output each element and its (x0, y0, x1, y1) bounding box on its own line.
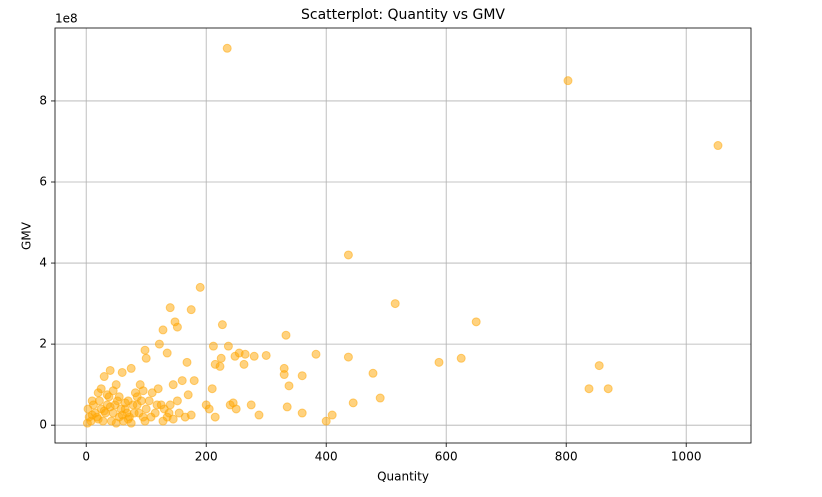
y-tick-label: 2 (39, 337, 47, 351)
point (164, 408, 174, 418)
point (165, 303, 175, 313)
point (563, 76, 573, 86)
x-tick-label: 0 (82, 450, 90, 464)
y-offset-label: 1e8 (55, 12, 78, 26)
point (713, 141, 723, 151)
point (471, 317, 481, 327)
point (297, 408, 307, 418)
point (172, 322, 182, 332)
point (207, 384, 217, 394)
point (117, 367, 127, 377)
point (343, 352, 353, 362)
point (144, 396, 154, 406)
point (154, 339, 164, 349)
point (138, 386, 148, 396)
point (94, 396, 104, 406)
point (204, 404, 214, 414)
point (99, 372, 109, 382)
point (261, 350, 271, 360)
point (281, 330, 291, 340)
point (105, 365, 115, 375)
point (434, 357, 444, 367)
point (217, 320, 227, 330)
point (108, 386, 118, 396)
point (132, 392, 142, 402)
point (172, 396, 182, 406)
point (456, 353, 466, 363)
y-tick-label: 8 (39, 93, 47, 107)
point (327, 410, 337, 420)
point (240, 349, 250, 359)
point (195, 282, 205, 292)
x-tick-label: 1000 (671, 450, 702, 464)
point (594, 361, 604, 371)
point (141, 404, 151, 414)
point (210, 412, 220, 422)
point (96, 384, 106, 394)
point (246, 400, 256, 410)
point (87, 410, 97, 420)
point (120, 398, 130, 408)
point (152, 400, 162, 410)
point (375, 393, 385, 403)
point (215, 361, 225, 371)
point (134, 408, 144, 418)
point (180, 412, 190, 422)
point (297, 371, 307, 381)
point (603, 384, 613, 394)
point (208, 341, 218, 351)
point (111, 418, 121, 428)
point (147, 388, 157, 398)
point (348, 398, 358, 408)
point (114, 392, 124, 402)
y-tick-label: 6 (39, 175, 47, 189)
point (189, 376, 199, 386)
point (126, 418, 136, 428)
point (282, 402, 292, 412)
point (390, 299, 400, 309)
point (321, 416, 331, 426)
point (146, 412, 156, 422)
point (216, 353, 226, 363)
point (158, 416, 168, 426)
plot-frame (54, 27, 752, 444)
point (168, 380, 178, 390)
point (183, 390, 193, 400)
point (186, 305, 196, 315)
point (99, 406, 109, 416)
x-tick-label: 200 (195, 450, 218, 464)
point (343, 250, 353, 260)
point (158, 325, 168, 335)
point (222, 43, 232, 53)
point (162, 348, 172, 358)
point (228, 398, 238, 408)
point (368, 368, 378, 378)
point (182, 357, 192, 367)
y-axis-label: GMV (20, 221, 34, 250)
x-tick-label: 400 (315, 450, 338, 464)
point (239, 359, 249, 369)
x-axis-label: Quantity (377, 470, 429, 484)
point (249, 351, 259, 361)
point (279, 370, 289, 380)
point (126, 363, 136, 373)
y-tick-label: 4 (39, 256, 47, 270)
point (584, 384, 594, 394)
point (311, 349, 321, 359)
point (140, 345, 150, 355)
x-tick-label: 800 (555, 450, 578, 464)
point (284, 381, 294, 391)
point (168, 414, 178, 424)
point (128, 400, 138, 410)
point (177, 376, 187, 386)
point (141, 353, 151, 363)
y-tick-label: 0 (39, 418, 47, 432)
point (254, 410, 264, 420)
chart-title: Scatterplot: Quantity vs GMV (301, 7, 505, 23)
x-tick-label: 600 (435, 450, 458, 464)
point (223, 341, 233, 351)
